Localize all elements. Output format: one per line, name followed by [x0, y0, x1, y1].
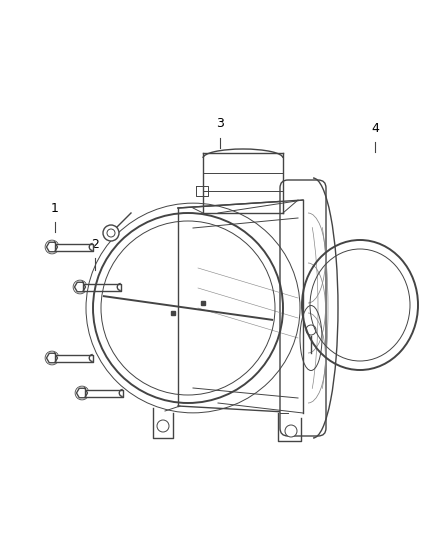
Polygon shape: [77, 388, 88, 398]
Polygon shape: [83, 284, 121, 290]
Text: 3: 3: [216, 117, 224, 130]
Polygon shape: [85, 390, 123, 397]
Circle shape: [157, 420, 169, 432]
Text: 1: 1: [51, 202, 59, 215]
Polygon shape: [55, 244, 93, 251]
Text: 2: 2: [91, 238, 99, 251]
Polygon shape: [74, 282, 85, 292]
Text: 4: 4: [371, 122, 379, 135]
Polygon shape: [46, 353, 57, 363]
Polygon shape: [46, 242, 57, 252]
Circle shape: [285, 425, 297, 437]
Circle shape: [103, 225, 119, 241]
Polygon shape: [55, 354, 93, 361]
FancyBboxPatch shape: [280, 180, 326, 436]
